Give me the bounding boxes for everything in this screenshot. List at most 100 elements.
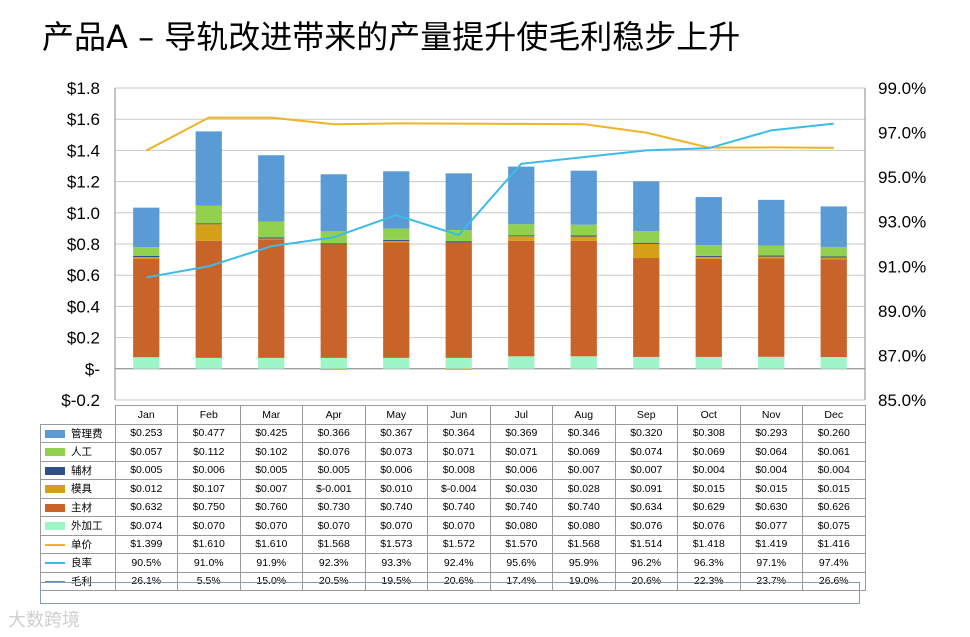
table-cell: $1.568: [302, 534, 366, 554]
table-cell: $0.750: [177, 497, 241, 517]
table-cell: $0.112: [177, 442, 241, 462]
table-row: 管理费 $0.253 $0.477 $0.425 $0.366 $0.367 $0.364 $…: [40, 423, 866, 443]
bar-segment: [133, 357, 160, 369]
table-cell: $-0.001: [302, 479, 366, 499]
table-cell: $0.007: [614, 460, 678, 480]
bar-segment: [820, 246, 847, 257]
page-title: 产品A – 导轨改进带来的产量提升使毛利稳步上升: [42, 18, 741, 56]
table-cell: $1.416: [802, 534, 866, 554]
bar-segment: [633, 242, 660, 244]
table-cell: $0.074: [614, 442, 678, 462]
table-cell: 20.6%: [614, 571, 678, 591]
y-left-tick-label: $1.0: [67, 204, 100, 223]
bar-segment: [508, 236, 535, 241]
table-cell: $0.076: [614, 516, 678, 536]
y-left-tick-label: $1.2: [67, 173, 100, 192]
legend-swatch: [45, 485, 65, 494]
y-left-tick-label: $-0.2: [61, 391, 100, 410]
bar-segment: [820, 357, 847, 369]
table-cell: $0.007: [239, 479, 303, 499]
legend-swatch: [45, 429, 65, 438]
table-cell: $1.418: [677, 534, 741, 554]
y-right-tick-label: 89.0%: [878, 302, 926, 321]
y-axis-right: 85.0% 87.0% 89.0% 91.0% 93.0% 95.0% 97.0% 99.0%: [878, 79, 926, 410]
table-cell: $1.568: [552, 534, 616, 554]
bar-segment: [133, 256, 160, 259]
y-left-tick-label: $0.4: [67, 297, 100, 316]
legend-swatch: [45, 448, 65, 457]
table-cell: $0.069: [552, 442, 616, 462]
table-cell: $0.070: [427, 516, 491, 536]
bar-segment: [758, 256, 785, 259]
bar-segment: [633, 243, 660, 259]
table-cell: $0.730: [302, 497, 366, 517]
legend-entry: 毛利: [40, 571, 116, 591]
legend-swatch: [45, 562, 65, 565]
table-cell: 96.3%: [677, 553, 741, 573]
bar-segment: [258, 238, 285, 240]
table-cell: 93.3%: [364, 553, 428, 573]
table-cell: 92.3%: [302, 553, 366, 573]
table-cell: $0.004: [739, 460, 803, 480]
bar-segment: [133, 256, 160, 258]
bar-segment: [570, 170, 597, 225]
table-cell: $0.005: [239, 460, 303, 480]
table-cell: $0.070: [239, 516, 303, 536]
watermark: 大数跨境: [8, 610, 80, 631]
y-right-tick-label: 87.0%: [878, 346, 926, 365]
table-cell: $0.030: [489, 479, 553, 499]
table-row: 良率 90.5% 91.0% 91.9% 92.3% 93.3% 92.4% 95.6% 95.…: [40, 553, 866, 573]
legend-label: 管理费: [71, 427, 103, 440]
bar-segment: [695, 258, 722, 357]
bar-segment: [195, 205, 222, 224]
y-axis-left: $-0.2 $- $0.2 $0.4 $0.6 $0.8 $1.0 $1.2 $1.4 $1.6 $…: [61, 79, 100, 410]
table-cell: $0.367: [364, 423, 428, 443]
bar-segment: [695, 356, 722, 369]
table-cell: $0.061: [802, 442, 866, 462]
table-cell: 20.5%: [302, 571, 366, 591]
bar-segment: [383, 357, 410, 369]
table-cell: $1.610: [177, 534, 241, 554]
table-cell: $0.012: [114, 479, 178, 499]
bar-segment: [320, 368, 347, 370]
table-cell: $0.005: [302, 460, 366, 480]
legend-label: 毛利: [71, 575, 92, 588]
bar-segment: [695, 255, 722, 257]
table-cell: $1.570: [489, 534, 553, 554]
table-cell: 97.4%: [802, 553, 866, 573]
bar-segment: [758, 199, 785, 246]
table-row: 辅材 $0.005 $0.006 $0.005 $0.005 $0.006 $0.008 $0…: [40, 460, 866, 480]
bar-segment: [258, 221, 285, 238]
legend-entry: 辅材: [40, 460, 116, 480]
table-cell: $0.077: [739, 516, 803, 536]
bar-segment: [570, 356, 597, 369]
table-cell: $0.346: [552, 423, 616, 443]
y-right-tick-label: 99.0%: [878, 79, 926, 98]
table-cell: $0.007: [552, 460, 616, 480]
bar-segment: [633, 356, 660, 369]
bar-segment: [570, 224, 597, 236]
table-cell: $0.260: [802, 423, 866, 443]
legend-label: 单价: [71, 538, 92, 551]
bar-segment: [695, 256, 722, 259]
table-cell: $0.006: [177, 460, 241, 480]
bar-segment: [445, 173, 472, 231]
table-cell: $0.308: [677, 423, 741, 443]
legend-label: 外加工: [71, 520, 103, 533]
table-cell: $0.740: [364, 497, 428, 517]
table-cell: $0.626: [802, 497, 866, 517]
bar-segment: [383, 228, 410, 240]
table-row: 单价 $1.399 $1.610 $1.610 $1.568 $1.573 $1.572 $1…: [40, 534, 866, 554]
table-cell: $0.069: [677, 442, 741, 462]
category-label: Mar: [239, 405, 303, 425]
table-cell: $0.076: [302, 442, 366, 462]
table-cell: $0.369: [489, 423, 553, 443]
data-table: Jan Feb Mar Apr May Jun Jul Aug Sep Oct Nov Dec 管理费…: [40, 405, 866, 591]
table-cell: $0.102: [239, 442, 303, 462]
bar-segment: [695, 245, 722, 256]
table-cell: $0.006: [364, 460, 428, 480]
table-cell: $-0.004: [427, 479, 491, 499]
legend-swatch: [45, 503, 65, 512]
table-cell: 92.4%: [427, 553, 491, 573]
bar-segment: [508, 356, 535, 369]
